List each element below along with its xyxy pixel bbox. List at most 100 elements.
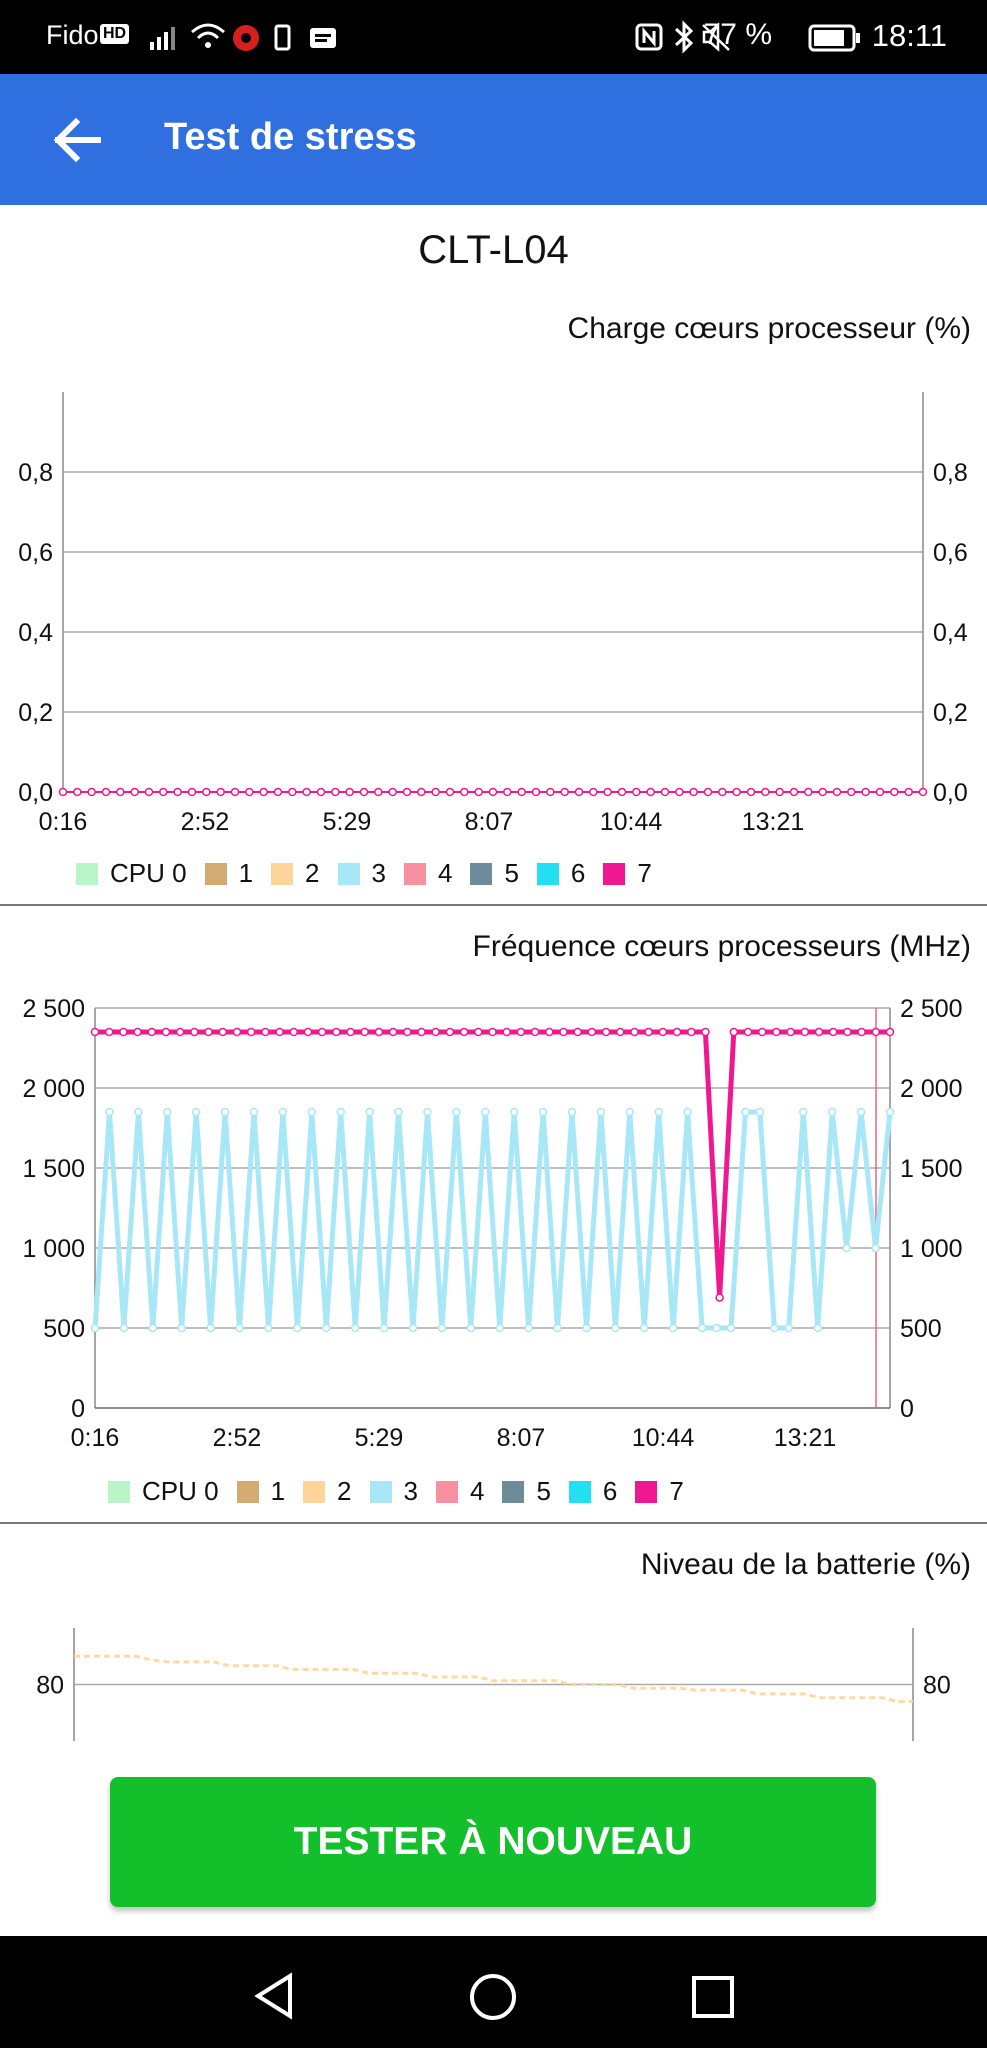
legend-item: 4 — [403, 858, 452, 889]
legend-label: 7 — [637, 858, 652, 888]
data-point — [133, 1027, 142, 1037]
legend-label: CPU 0 — [142, 1476, 219, 1506]
data-point — [640, 1323, 649, 1333]
legend-swatch — [502, 1480, 525, 1503]
data-point — [842, 1243, 851, 1253]
x-tick-label: 0:16 — [71, 1424, 120, 1452]
legend-item: 4 — [435, 1476, 485, 1507]
y-tick-label-right: 1 000 — [900, 1235, 963, 1263]
data-point — [394, 1107, 403, 1117]
y-tick-label-right: 0,0 — [933, 779, 968, 807]
data-point — [531, 787, 541, 797]
data-point — [177, 1323, 186, 1333]
data-point — [288, 787, 297, 797]
data-point — [545, 1027, 554, 1037]
data-point — [437, 1323, 447, 1333]
data-point — [90, 1323, 100, 1333]
data-point — [90, 1027, 100, 1037]
legend-item: 6 — [536, 858, 585, 889]
data-point — [249, 1107, 259, 1117]
legend-item: 5 — [470, 858, 519, 889]
data-point — [658, 1027, 668, 1037]
data-point — [245, 787, 254, 797]
y-tick-label-left: 500 — [43, 1315, 85, 1343]
data-point — [119, 1027, 128, 1037]
legend-item: 1 — [204, 858, 254, 889]
legend-item: CPU 0 — [76, 858, 187, 889]
data-point — [660, 787, 670, 797]
data-point — [654, 1107, 663, 1117]
data-point — [365, 1107, 374, 1117]
navigation-bar — [0, 1936, 987, 2048]
back-triangle-icon[interactable] — [250, 1972, 298, 2020]
data-point — [147, 1027, 157, 1037]
data-point — [567, 1107, 577, 1117]
data-point — [331, 787, 340, 797]
y-tick-label-right: 2 000 — [900, 1075, 963, 1103]
data-point — [732, 787, 741, 797]
data-point — [350, 1323, 360, 1333]
cpu-load-chart-title: Charge cœurs processeur (%) — [567, 312, 971, 345]
data-point — [423, 1107, 432, 1117]
data-point — [345, 787, 354, 797]
data-point — [101, 787, 111, 797]
data-point — [303, 1027, 313, 1037]
data-point — [616, 1027, 625, 1037]
data-point — [538, 1107, 548, 1117]
y-tick-label-left: 1 500 — [22, 1155, 85, 1183]
data-point — [191, 1107, 201, 1117]
recents-square-icon[interactable] — [690, 1974, 736, 2020]
data-point — [560, 787, 569, 797]
x-tick-label: 0:16 — [39, 808, 88, 836]
data-point — [746, 787, 756, 797]
home-circle-icon[interactable] — [468, 1972, 518, 2022]
data-point — [625, 1107, 635, 1117]
data-point — [220, 1107, 230, 1117]
x-tick-label: 13:21 — [774, 1424, 837, 1452]
data-point — [322, 1323, 331, 1333]
legend-swatch — [403, 862, 426, 885]
x-tick-label: 2:52 — [213, 1424, 262, 1452]
data-point — [495, 1323, 504, 1333]
legend-item: 3 — [337, 858, 386, 889]
x-tick-label: 8:07 — [497, 1424, 546, 1452]
data-point — [116, 787, 125, 797]
data-point — [644, 1027, 653, 1037]
divider — [0, 904, 987, 906]
data-point — [804, 787, 813, 797]
retest-button[interactable]: TESTER À NOUVEAU — [110, 1777, 876, 1907]
data-point — [904, 787, 913, 797]
app-notification-icon — [233, 25, 259, 51]
legend-label: 1 — [238, 858, 254, 888]
data-point — [559, 1027, 568, 1037]
data-point — [814, 1027, 824, 1037]
phone-icon — [274, 24, 291, 51]
data-point — [159, 787, 168, 797]
data-point — [871, 1243, 880, 1253]
y-tick-label-left: 0,2 — [18, 699, 53, 727]
legend-swatch — [568, 1480, 591, 1503]
data-point — [697, 1323, 707, 1333]
data-point — [675, 787, 684, 797]
data-point — [582, 1323, 591, 1333]
data-point — [689, 787, 698, 797]
cpu-freq-legend: CPU 0 1 2 3 4 5 6 7 — [108, 1476, 702, 1507]
legend-item: 6 — [568, 1476, 618, 1507]
legend-label: 6 — [602, 1476, 618, 1506]
data-point — [726, 1323, 736, 1333]
data-point — [587, 1027, 597, 1037]
data-point — [474, 1027, 483, 1037]
legend-label: CPU 0 — [110, 858, 187, 888]
device-name: CLT-L04 — [418, 228, 569, 272]
data-point — [445, 1027, 455, 1037]
arrow-left-icon[interactable] — [48, 112, 104, 168]
legend-item: 7 — [603, 858, 652, 889]
data-point — [259, 787, 268, 797]
data-point — [374, 1027, 384, 1037]
x-tick-label: 2:52 — [181, 808, 230, 836]
legend-label: 1 — [270, 1476, 286, 1506]
legend-label: 4 — [469, 1476, 485, 1506]
data-point — [632, 787, 641, 797]
data-point — [668, 1323, 678, 1333]
x-tick-label: 10:44 — [600, 808, 663, 836]
